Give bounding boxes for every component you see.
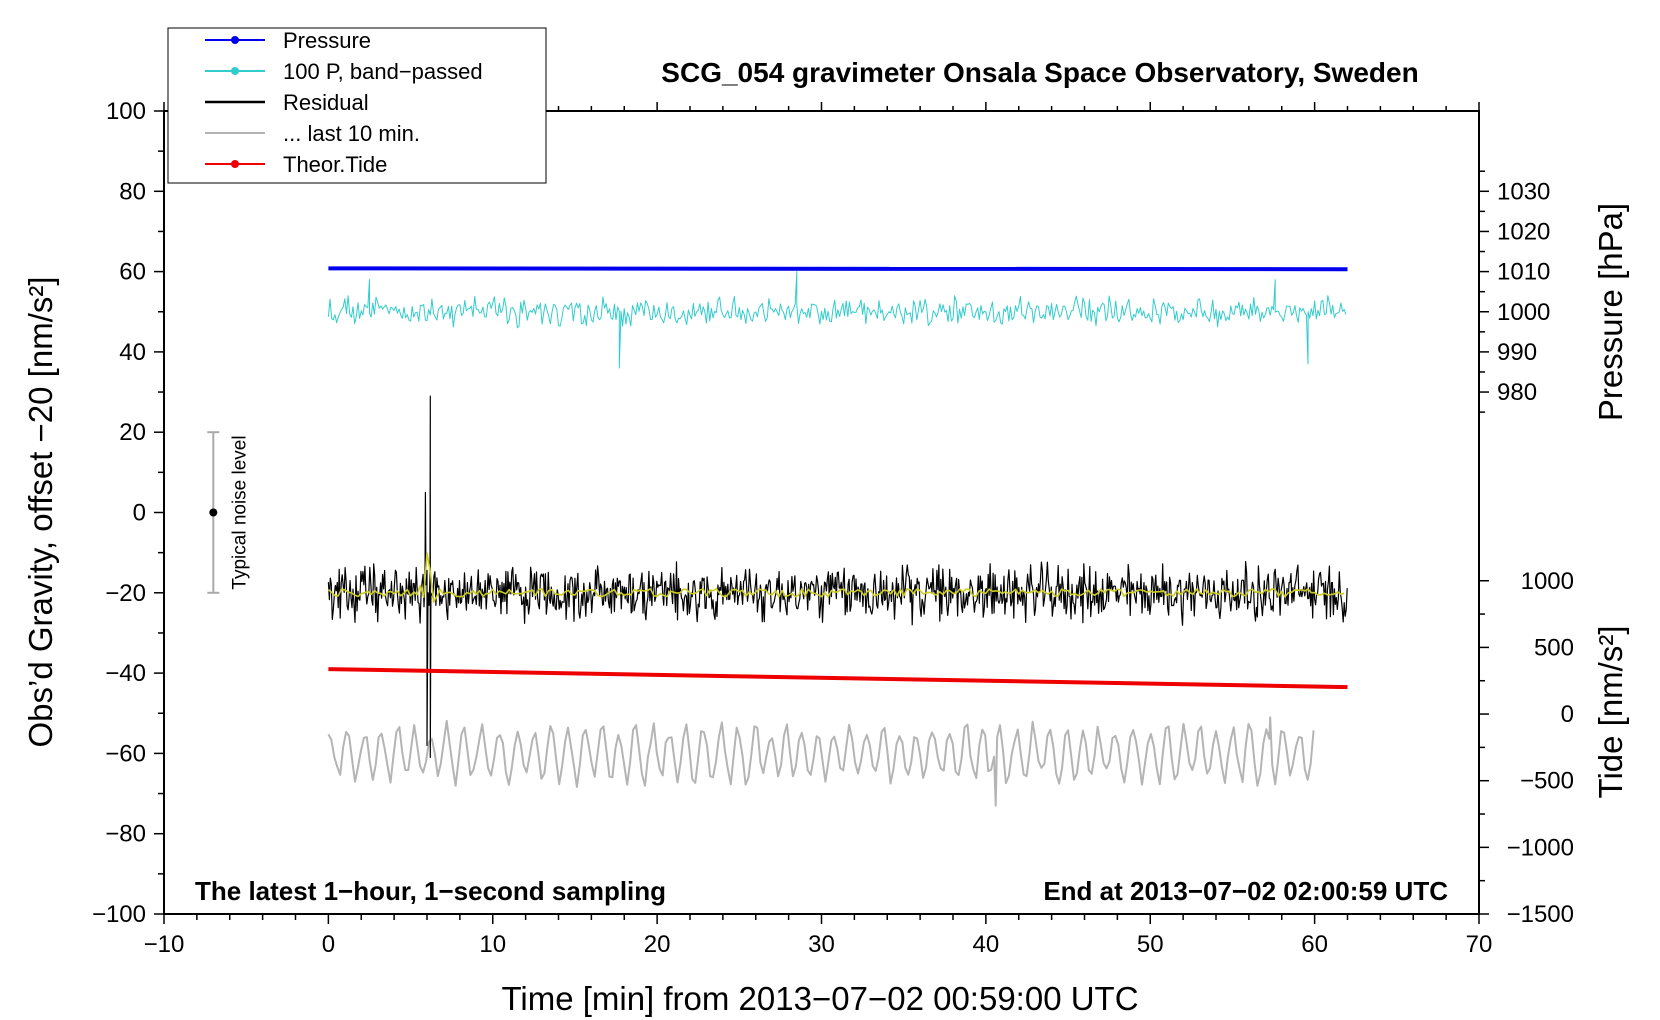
plot-frame: [163, 110, 1480, 915]
pressure-tick-label: 1010: [1497, 259, 1550, 286]
legend-marker-pressure: [231, 36, 239, 44]
x-tick-label: 0: [322, 931, 335, 958]
legend-box: [167, 27, 547, 184]
x-tick-label: 10: [479, 931, 506, 958]
tide-tick-label: −1000: [1507, 834, 1574, 861]
series-theor-tide: [328, 667, 1348, 690]
series-pressure: [328, 266, 1348, 272]
legend-marker-theor-tide: [231, 160, 239, 168]
legend: Pressure 100 P, band−passed Residual ... la…: [167, 27, 547, 184]
y-tick-label: 40: [119, 339, 146, 366]
x-tick-label: 50: [1137, 931, 1164, 958]
y-axis-tide: −1500 −1000 −500 0 500 1000: [1479, 568, 1574, 928]
y-axis-pressure: 980 990 1000 1010 1020 1030: [1479, 170, 1550, 413]
pressure-tick-label: 980: [1497, 379, 1537, 406]
series-100-p-band-passed: [327, 271, 1347, 369]
x-tick-label: 40: [973, 931, 1000, 958]
tide-tick-label: 0: [1561, 701, 1574, 728]
y-axis-pressure-title: Pressure [hPa]: [1592, 203, 1629, 421]
noise-level-indicator: Typical noise level: [207, 431, 250, 594]
noise-level-label: Typical noise level: [229, 435, 250, 589]
chart-title: SCG_054 gravimeter Onsala Space Observat…: [661, 57, 1418, 88]
y-tick-label: 20: [119, 419, 146, 446]
tide-tick-label: 1000: [1521, 568, 1574, 595]
series-smoothed-residual: [327, 552, 1345, 603]
legend-label-residual: Residual: [283, 90, 369, 115]
y-tick-label: 80: [119, 178, 146, 205]
x-tick-label: −10: [144, 931, 185, 958]
y-tick-label: −80: [105, 821, 146, 848]
y-axis-left: −100 −80 −60 −40 −20 0 20 40 60 80 100: [92, 98, 164, 928]
annotation-sampling: The latest 1−hour, 1−second sampling: [195, 876, 666, 906]
legend-label-pressure: Pressure: [283, 28, 371, 53]
x-axis: −10 0 10 20 30 40 50 60 70: [144, 102, 1493, 958]
y-tick-label: 60: [119, 259, 146, 286]
y-tick-label: −100: [92, 901, 146, 928]
y-tick-label: 100: [106, 98, 146, 125]
noise-center-dot: [209, 508, 218, 517]
x-tick-label: 60: [1301, 931, 1328, 958]
legend-label-theor-tide: Theor.Tide: [283, 152, 387, 177]
series-residual: [327, 395, 1348, 758]
x-tick-label: 70: [1466, 931, 1493, 958]
tide-tick-label: −1500: [1507, 901, 1574, 928]
x-axis-title: Time [min] from 2013−07−02 00:59:00 UTC: [501, 980, 1138, 1017]
x-tick-label: 20: [644, 931, 671, 958]
y-axis-left-title: Obs’d Gravity, offset −20 [nm/s²]: [22, 276, 59, 747]
legend-marker-100-p-band-passed: [231, 67, 239, 75]
y-tick-label: −40: [105, 660, 146, 687]
pressure-tick-label: 1000: [1497, 299, 1550, 326]
y-tick-label: 0: [133, 500, 146, 527]
y-tick-label: −60: [105, 740, 146, 767]
annotation-end-time: End at 2013−07−02 02:00:59 UTC: [1043, 876, 1448, 906]
legend-label-100-p-band-passed: 100 P, band−passed: [283, 59, 483, 84]
y-axis-tide-title: Tide [nm/s²]: [1592, 626, 1629, 799]
series-layer: [327, 266, 1348, 807]
pressure-tick-label: 1030: [1497, 178, 1550, 205]
x-tick-label: 30: [808, 931, 835, 958]
legend-label-last-10-min: ... last 10 min.: [283, 121, 420, 146]
pressure-tick-label: 1020: [1497, 218, 1550, 245]
series-last-10-min: [327, 716, 1315, 807]
tide-tick-label: −500: [1520, 768, 1574, 795]
pressure-tick-label: 990: [1497, 339, 1537, 366]
tide-tick-label: 500: [1534, 634, 1574, 661]
y-tick-label: −20: [105, 580, 146, 607]
